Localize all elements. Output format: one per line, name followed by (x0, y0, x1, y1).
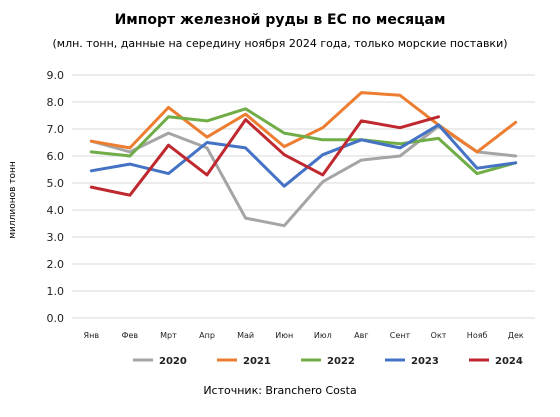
x-tick-label: Дек (508, 331, 524, 340)
x-tick-label: Окт (431, 331, 447, 340)
series-lines (89, 91, 518, 228)
legend-label-2024: 2024 (495, 356, 523, 367)
chart-subtitle: (млн. тонн, данные на середину ноября 20… (52, 37, 508, 50)
x-tick-label: Авг (354, 331, 368, 340)
y-tick-label: 2.0 (47, 258, 65, 271)
y-tick-label: 5.0 (47, 177, 65, 190)
y-tick-label: 9.0 (47, 69, 65, 82)
series-line-2023 (89, 123, 518, 188)
y-tick-label: 1.0 (47, 285, 65, 298)
x-tick-label: Сент (390, 331, 411, 340)
y-tick-labels: 0.0 1.0 2.0 3.0 4.0 5.0 6.0 7.0 8.0 9.0 (47, 69, 65, 325)
y-tick-label: 6.0 (47, 150, 65, 163)
y-tick-label: 4.0 (47, 204, 65, 217)
x-tick-label: Мрт (160, 331, 177, 340)
chart-title: Импорт железной руды в ЕС по месяцам (114, 12, 446, 28)
x-tick-label: Июл (314, 331, 332, 340)
x-tick-label: Июн (275, 331, 293, 340)
x-tick-labels: Янв Фев Мрт Апр Май Июн Июл Авг Сент Окт Нояб Дек (84, 331, 524, 340)
y-tick-label: 3.0 (47, 231, 65, 244)
series-line-2021 (89, 91, 518, 154)
y-tick-label: 8.0 (47, 96, 65, 109)
legend-label-2020: 2020 (159, 356, 187, 367)
legend-label-2021: 2021 (243, 356, 271, 367)
x-tick-label: Янв (84, 331, 100, 340)
x-tick-label: Май (237, 331, 254, 340)
source-note: Источник: Branchero Costa (203, 384, 357, 397)
series-line-2022 (89, 107, 518, 176)
legend-label-2022: 2022 (327, 356, 355, 367)
legend-label-2023: 2023 (411, 356, 439, 367)
grid-lines (72, 74, 535, 319)
x-tick-label: Фев (122, 331, 139, 340)
legend: 2020 2021 2022 2023 2024 (133, 356, 523, 367)
series-line-2024 (89, 115, 440, 197)
x-tick-label: Нояб (467, 331, 488, 340)
y-tick-label: 7.0 (47, 123, 65, 136)
y-tick-label: 0.0 (47, 312, 65, 325)
x-tick-label: Апр (199, 331, 215, 340)
